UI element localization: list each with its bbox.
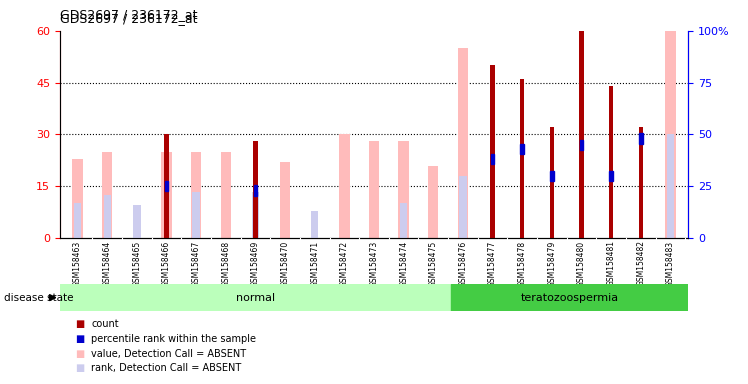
Bar — [666, 134, 674, 238]
Bar — [165, 134, 169, 238]
Text: GSM158470: GSM158470 — [280, 240, 289, 286]
Text: GSM158477: GSM158477 — [488, 240, 497, 286]
Text: GSM158471: GSM158471 — [310, 240, 319, 286]
Bar — [280, 162, 290, 238]
Bar — [399, 141, 409, 238]
Bar — [458, 48, 468, 238]
Text: GSM158468: GSM158468 — [221, 240, 230, 286]
Text: GSM158472: GSM158472 — [340, 240, 349, 286]
Bar — [252, 192, 259, 238]
Text: GSM158469: GSM158469 — [251, 240, 260, 286]
Bar — [665, 13, 675, 238]
Bar — [254, 141, 257, 238]
Bar — [609, 86, 613, 238]
Text: ■: ■ — [75, 349, 84, 359]
Text: ■: ■ — [75, 334, 84, 344]
Bar — [192, 192, 200, 238]
Bar — [369, 141, 379, 238]
Text: GSM158483: GSM158483 — [666, 240, 675, 286]
Bar — [579, 31, 583, 238]
Text: GSM158482: GSM158482 — [637, 240, 646, 286]
Text: GSM158479: GSM158479 — [548, 240, 557, 286]
Text: GSM158478: GSM158478 — [518, 240, 527, 286]
Text: GSM158481: GSM158481 — [607, 240, 616, 286]
Bar — [639, 127, 643, 238]
Text: disease state: disease state — [4, 293, 73, 303]
Text: teratozoospermia: teratozoospermia — [521, 293, 619, 303]
Text: GSM158467: GSM158467 — [191, 240, 200, 286]
Text: count: count — [91, 319, 119, 329]
Bar — [221, 152, 231, 238]
Text: GSM158474: GSM158474 — [399, 240, 408, 286]
Text: GSM158465: GSM158465 — [132, 240, 141, 286]
Bar — [580, 140, 583, 150]
Text: GSM158473: GSM158473 — [370, 240, 378, 286]
Bar — [73, 159, 83, 238]
Text: ■: ■ — [75, 319, 84, 329]
Text: GDS2697 / 236172_at: GDS2697 / 236172_at — [60, 12, 197, 25]
Bar — [339, 134, 349, 238]
Bar — [491, 154, 494, 164]
Bar — [102, 152, 112, 238]
Bar — [550, 127, 554, 238]
Bar — [60, 284, 451, 311]
Text: value, Detection Call = ABSENT: value, Detection Call = ABSENT — [91, 349, 246, 359]
Text: GSM158463: GSM158463 — [73, 240, 82, 286]
Text: GSM158480: GSM158480 — [577, 240, 586, 286]
Bar — [550, 170, 554, 181]
Bar — [254, 185, 257, 195]
Bar — [610, 170, 613, 181]
Bar — [74, 203, 82, 238]
Bar — [103, 195, 111, 238]
Bar — [162, 152, 172, 238]
Text: GSM158476: GSM158476 — [459, 240, 468, 286]
Bar — [459, 176, 467, 238]
Text: rank, Detection Call = ABSENT: rank, Detection Call = ABSENT — [91, 363, 242, 373]
Bar — [639, 133, 643, 144]
Text: GSM158464: GSM158464 — [102, 240, 111, 286]
Bar — [191, 152, 201, 238]
Text: GSM158466: GSM158466 — [162, 240, 171, 286]
Bar — [491, 65, 494, 238]
Text: percentile rank within the sample: percentile rank within the sample — [91, 334, 257, 344]
Bar — [451, 284, 688, 311]
Bar — [428, 166, 438, 238]
Text: GDS2697 / 236172_at: GDS2697 / 236172_at — [60, 8, 197, 21]
Bar — [165, 181, 168, 191]
Bar — [521, 144, 524, 154]
Text: GSM158475: GSM158475 — [429, 240, 438, 286]
Bar — [311, 211, 319, 238]
Bar — [400, 203, 408, 238]
Text: ■: ■ — [75, 363, 84, 373]
Bar — [520, 79, 524, 238]
Text: normal: normal — [236, 293, 275, 303]
Bar — [133, 205, 141, 238]
